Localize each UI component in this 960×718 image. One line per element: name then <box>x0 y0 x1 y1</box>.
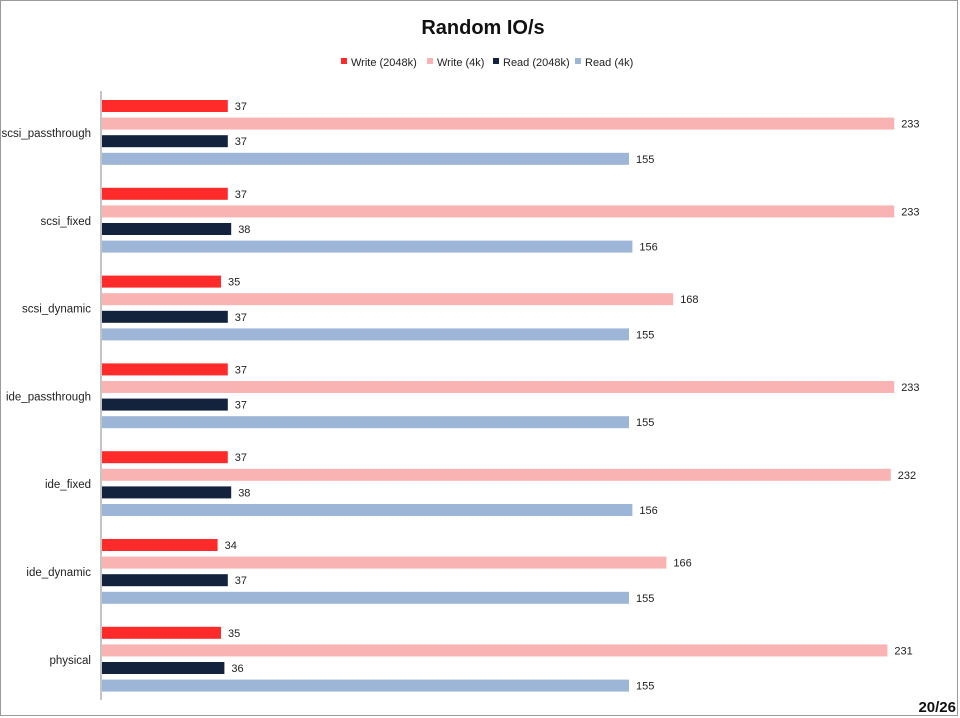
bar-ide-dynamic-write-4k <box>102 556 667 569</box>
legend-swatch-read-4k <box>575 58 581 64</box>
data-label-scsi-dynamic-read-2048k: 37 <box>235 312 247 324</box>
bar-scsi-fixed-read-4k <box>102 240 633 253</box>
legend-swatch-read-2048k <box>493 58 499 64</box>
bar-scsi-fixed-read-2048k <box>102 223 232 235</box>
data-label-ide-fixed-write-2048k: 37 <box>235 452 247 464</box>
bar-scsi-fixed-write-4k <box>102 205 895 218</box>
bar-physical-read-2048k <box>102 662 225 674</box>
bar-physical-write-2048k <box>102 626 221 639</box>
bar-ide-fixed-write-2048k <box>102 451 228 464</box>
bar-scsi-dynamic-read-4k <box>102 328 629 341</box>
bar-ide-dynamic-read-4k <box>102 591 629 604</box>
bar-physical-write-4k <box>102 644 888 657</box>
data-label-physical-write-2048k: 35 <box>228 628 240 640</box>
data-label-ide-passthrough-write-2048k: 37 <box>235 364 247 376</box>
data-label-scsi-passthrough-read-2048k: 37 <box>235 136 247 148</box>
data-label-ide-dynamic-read-4k: 155 <box>636 593 654 605</box>
data-label-ide-fixed-read-4k: 156 <box>639 505 657 517</box>
data-label-scsi-fixed-write-4k: 233 <box>901 206 919 218</box>
category-label-ide-fixed: ide_fixed <box>45 479 91 491</box>
data-label-physical-write-4k: 231 <box>894 645 912 657</box>
data-label-ide-dynamic-read-2048k: 37 <box>235 575 247 587</box>
data-label-scsi-passthrough-write-4k: 233 <box>901 119 919 131</box>
data-label-ide-dynamic-write-2048k: 34 <box>225 540 237 552</box>
data-label-scsi-fixed-write-2048k: 37 <box>235 189 247 201</box>
category-label-scsi-passthrough: scsi_passthrough <box>2 128 92 140</box>
bar-scsi-dynamic-read-2048k <box>102 310 228 323</box>
category-label-scsi-fixed: scsi_fixed <box>41 216 92 228</box>
legend-label-write-4k: Write (4k) <box>437 57 484 69</box>
chart-legend: Write (2048k) Write (4k) Read (2048k) Read … <box>341 57 633 69</box>
bar-ide-passthrough-read-4k <box>102 416 629 429</box>
data-label-scsi-dynamic-write-4k: 168 <box>680 294 698 306</box>
bar-ide-passthrough-read-2048k <box>102 398 228 411</box>
data-label-physical-read-4k: 155 <box>636 681 654 693</box>
data-label-scsi-dynamic-read-4k: 155 <box>636 329 654 341</box>
data-label-scsi-passthrough-write-2048k: 37 <box>235 101 247 113</box>
chart-title: Random IO/s <box>421 17 544 39</box>
data-label-ide-passthrough-write-4k: 233 <box>901 382 919 394</box>
category-label-ide-dynamic: ide_dynamic <box>26 567 91 579</box>
bar-scsi-dynamic-write-4k <box>102 293 674 306</box>
bar-scsi-passthrough-read-2048k <box>102 135 228 148</box>
bar-ide-fixed-write-4k <box>102 468 891 481</box>
bar-ide-fixed-read-2048k <box>102 486 232 499</box>
data-label-ide-fixed-write-4k: 232 <box>898 470 916 482</box>
legend-label-read-2048k: Read (2048k) <box>503 57 570 69</box>
category-label-scsi-dynamic: scsi_dynamic <box>22 304 91 316</box>
data-label-physical-read-2048k: 36 <box>231 663 243 675</box>
legend-swatch-write-4k <box>427 58 433 64</box>
bar-scsi-dynamic-write-2048k <box>102 275 221 288</box>
bar-ide-dynamic-write-2048k <box>102 539 218 551</box>
bar-scsi-fixed-write-2048k <box>102 187 228 200</box>
bar-scsi-passthrough-write-4k <box>102 117 895 130</box>
data-label-scsi-fixed-read-4k: 156 <box>639 242 657 254</box>
data-label-ide-passthrough-read-4k: 155 <box>636 417 654 429</box>
legend-swatch-write-2048k <box>341 58 347 64</box>
bar-ide-dynamic-read-2048k <box>102 574 228 587</box>
legend-label-read-4k: Read (4k) <box>585 57 633 69</box>
data-label-ide-dynamic-write-4k: 166 <box>673 558 691 570</box>
bar-ide-passthrough-write-4k <box>102 381 895 393</box>
data-label-ide-passthrough-read-2048k: 37 <box>235 400 247 412</box>
data-label-scsi-fixed-read-2048k: 38 <box>238 224 250 236</box>
bar-scsi-passthrough-write-2048k <box>102 100 228 112</box>
category-label-ide-passthrough: ide_passthrough <box>6 391 91 403</box>
bar-physical-read-4k <box>102 679 629 692</box>
bar-ide-fixed-read-4k <box>102 504 633 516</box>
data-label-ide-fixed-read-2048k: 38 <box>238 487 250 499</box>
data-label-scsi-dynamic-write-2048k: 35 <box>228 277 240 289</box>
plot-area: scsi_passthrough 37 233 37 155 scsi_fixed 37 23… <box>2 100 920 693</box>
page-number: 20/26 <box>918 699 956 716</box>
bar-scsi-passthrough-read-4k <box>102 152 629 165</box>
data-label-scsi-passthrough-read-4k: 155 <box>636 154 654 166</box>
legend-label-write-2048k: Write (2048k) <box>351 57 417 69</box>
category-label-physical: physical <box>49 655 91 667</box>
bar-ide-passthrough-write-2048k <box>102 363 228 376</box>
